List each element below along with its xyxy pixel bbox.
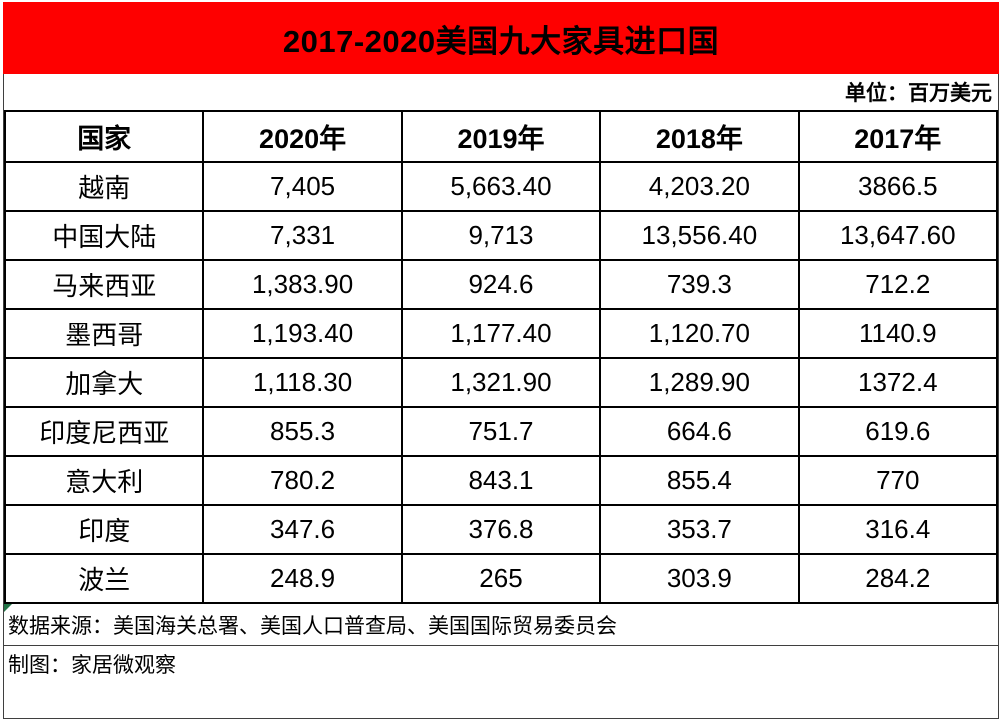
- country-cell: 意大利: [3, 455, 205, 506]
- value-cell: 855.3: [202, 406, 403, 457]
- value-cell: 619.6: [797, 406, 999, 457]
- data-source-row: 数据来源：美国海关总署、美国人口普查局、美国国际贸易委员会: [4, 604, 998, 646]
- table-row: 印度 347.6 376.8 353.7 316.4: [3, 504, 999, 555]
- value-cell: 855.4: [599, 455, 800, 506]
- value-cell: 739.3: [599, 259, 800, 310]
- value-cell: 1,120.70: [599, 308, 800, 359]
- value-cell: 316.4: [797, 504, 999, 555]
- country-cell: 加拿大: [3, 357, 205, 408]
- value-cell: 780.2: [202, 455, 403, 506]
- column-header-2018: 2018年: [599, 110, 800, 163]
- data-source-text: 数据来源：美国海关总署、美国人口普查局、美国国际贸易委员会: [8, 614, 617, 638]
- column-header-country: 国家: [3, 110, 205, 163]
- value-cell: 7,405: [202, 161, 403, 212]
- header-row: 国家 2020年 2019年 2018年 2017年: [3, 110, 999, 163]
- value-cell: 770: [797, 455, 999, 506]
- value-cell: 9,713: [400, 210, 602, 261]
- country-cell: 印度: [3, 504, 205, 555]
- country-cell: 墨西哥: [3, 308, 205, 359]
- value-cell: 1,383.90: [202, 259, 403, 310]
- value-cell: 303.9: [599, 553, 800, 604]
- value-cell: 1,321.90: [400, 357, 602, 408]
- country-cell: 印度尼西亚: [3, 406, 205, 457]
- import-table: 国家 2020年 2019年 2018年 2017年 越南 7,405 5,66…: [3, 110, 999, 604]
- unit-label: 单位：百万美元: [845, 82, 992, 105]
- table-row: 越南 7,405 5,663.40 4,203.20 3866.5: [3, 161, 999, 212]
- credit-text: 制图：家居微观察: [8, 654, 176, 677]
- table-row: 马来西亚 1,383.90 924.6 739.3 712.2: [3, 259, 999, 310]
- country-cell: 中国大陆: [3, 210, 205, 261]
- credit-row: 制图：家居微观察: [4, 646, 998, 682]
- value-cell: 664.6: [599, 406, 800, 457]
- country-cell: 越南: [3, 161, 205, 212]
- column-header-2020: 2020年: [202, 110, 403, 163]
- value-cell: 843.1: [400, 455, 602, 506]
- value-cell: 284.2: [797, 553, 999, 604]
- value-cell: 1,118.30: [202, 357, 403, 408]
- value-cell: 1,289.90: [599, 357, 800, 408]
- table-row: 意大利 780.2 843.1 855.4 770: [3, 455, 999, 506]
- value-cell: 712.2: [797, 259, 999, 310]
- value-cell: 751.7: [400, 406, 602, 457]
- country-cell: 马来西亚: [3, 259, 205, 310]
- value-cell: 376.8: [400, 504, 602, 555]
- value-cell: 13,556.40: [599, 210, 800, 261]
- table-row: 加拿大 1,118.30 1,321.90 1,289.90 1372.4: [3, 357, 999, 408]
- value-cell: 347.6: [202, 504, 403, 555]
- value-cell: 248.9: [202, 553, 403, 604]
- cell-error-triangle-icon: [4, 604, 12, 612]
- country-cell: 波兰: [3, 553, 205, 604]
- title-banner: 2017-2020美国九大家具进口国: [3, 2, 999, 74]
- table-row: 印度尼西亚 855.3 751.7 664.6 619.6: [3, 406, 999, 457]
- value-cell: 13,647.60: [797, 210, 999, 261]
- column-header-2019: 2019年: [400, 110, 602, 163]
- value-cell: 7,331: [202, 210, 403, 261]
- table-row: 中国大陆 7,331 9,713 13,556.40 13,647.60: [3, 210, 999, 261]
- value-cell: 3866.5: [797, 161, 999, 212]
- value-cell: 5,663.40: [400, 161, 602, 212]
- value-cell: 4,203.20: [599, 161, 800, 212]
- value-cell: 1140.9: [797, 308, 999, 359]
- table-row: 波兰 248.9 265 303.9 284.2: [3, 553, 999, 604]
- value-cell: 1,193.40: [202, 308, 403, 359]
- value-cell: 1,177.40: [400, 308, 602, 359]
- page-title: 2017-2020美国九大家具进口国: [282, 23, 720, 59]
- column-header-2017: 2017年: [797, 110, 999, 163]
- value-cell: 1372.4: [797, 357, 999, 408]
- table-row: 墨西哥 1,193.40 1,177.40 1,120.70 1140.9: [3, 308, 999, 359]
- unit-row: 单位：百万美元: [4, 74, 998, 110]
- value-cell: 924.6: [400, 259, 602, 310]
- sheet: 单位：百万美元 国家 2020年 2019年 2018年 2017年 越南 7,…: [3, 74, 999, 719]
- value-cell: 353.7: [599, 504, 800, 555]
- value-cell: 265: [400, 553, 602, 604]
